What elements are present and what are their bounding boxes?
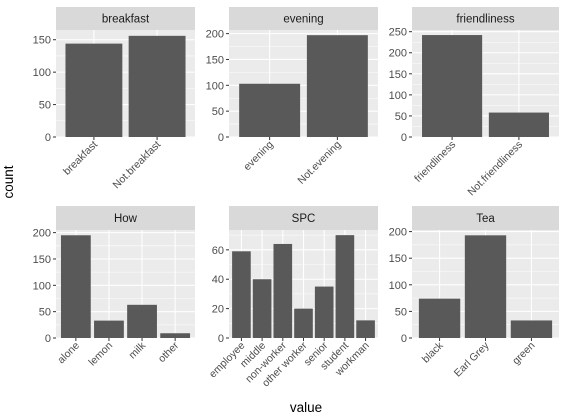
panel-spc-y-tick-label: 20 [212, 304, 224, 316]
panel-how-x-tick-label: lemon [86, 340, 115, 369]
panel-spc-y-tick-label: 40 [212, 274, 224, 286]
panel-breakfast-bar-not-breakfast [128, 35, 186, 137]
panel-breakfast-y-tick-label: 0 [45, 132, 51, 144]
panel-evening: evening 0 50 100 150 200 evening Not.evening [206, 7, 378, 187]
panel-friendliness-y-tick-label: 250 [389, 27, 407, 39]
panel-tea: Tea 0 50 100 150 200 black Earl Grey green [389, 206, 559, 379]
panel-spc-strip [229, 206, 378, 230]
panel-friendliness-x-tick-label: Not.friendliness [465, 139, 525, 199]
panel-friendliness-strip [412, 7, 559, 30]
panel-tea-x-tick-label: black [420, 339, 446, 365]
panel-tea-bar-green [510, 320, 553, 338]
panel-breakfast-y-tick-label: 150 [33, 35, 51, 47]
panel-spc-bar-middle [252, 279, 272, 338]
panel-friendliness-y-tick-label: 0 [401, 132, 407, 144]
panel-friendliness-bar-friendliness [422, 35, 483, 138]
panel-evening-y-tick-label: 200 [206, 29, 224, 41]
panel-spc-bar-non-worker [273, 243, 293, 338]
panel-how-y-tick-label: 200 [33, 228, 51, 240]
panel-how-x-tick-label: other [156, 339, 182, 365]
panel-how-bar-lemon [94, 320, 124, 338]
panel-spc-bar-workman [356, 320, 375, 338]
panel-spc-bar-other-worker [294, 308, 313, 338]
panel-how-bar-other [160, 333, 191, 338]
panel-spc-bar-student [335, 235, 355, 338]
panel-friendliness-y-tick-label: 150 [389, 69, 407, 81]
panel-tea-strip [412, 206, 559, 230]
panel-breakfast-bar-breakfast [65, 43, 123, 138]
panel-tea-strip-label: Tea [476, 213, 495, 225]
panel-breakfast-x-tick-label: breakfast [61, 139, 100, 178]
panel-tea-y-tick-label: 150 [389, 253, 407, 265]
panel-how-strip [56, 206, 195, 230]
x-axis-title: value [290, 400, 322, 415]
panel-evening-x-tick-label: evening [241, 139, 276, 174]
panel-how-strip-label: How [114, 213, 138, 225]
panel-evening-bar-evening [239, 83, 301, 137]
panel-tea-y-tick-label: 200 [389, 227, 407, 239]
panel-friendliness-y-tick-label: 50 [395, 111, 407, 123]
panel-evening-y-tick-label: 100 [206, 80, 224, 92]
panel-friendliness-strip-label: friendliness [456, 14, 514, 26]
panel-how-y-tick-label: 50 [39, 307, 51, 319]
panel-how-y-tick-label: 0 [45, 333, 51, 345]
panel-how-x-tick-label: alone [55, 340, 82, 367]
panel-breakfast-strip-label: breakfast [102, 14, 150, 26]
panel-evening-y-tick-label: 150 [206, 54, 224, 66]
panel-evening-x-tick-label: Not.evening [295, 139, 343, 187]
panel-breakfast: breakfast 0 50 100 150 breakfast Not.breakfast [33, 7, 195, 191]
panel-how-y-tick-label: 100 [33, 280, 51, 292]
panel-evening-strip-label: evening [283, 14, 323, 26]
panel-spc-bar-employee [232, 251, 251, 338]
panel-tea-y-tick-label: 100 [389, 280, 407, 292]
panel-breakfast-x-tick-label: Not.breakfast [111, 139, 164, 192]
panel-spc-strip-label: SPC [292, 213, 316, 225]
panel-spc-y-tick-label: 0 [218, 333, 224, 345]
panel-evening-bar-not-evening [306, 35, 368, 137]
panel-breakfast-y-tick-label: 100 [33, 67, 51, 79]
panel-tea-bar-black [418, 298, 461, 338]
panel-tea-y-tick-label: 50 [395, 306, 407, 318]
panel-how-bar-milk [127, 304, 157, 338]
panel-spc-y-tick-label: 60 [212, 245, 224, 257]
panel-spc: SPC0204060employeemiddlenon-workerother … [207, 206, 378, 389]
panel-evening-y-tick-label: 0 [218, 132, 224, 144]
panel-how-y-tick-label: 150 [33, 254, 51, 266]
panel-evening-y-tick-label: 50 [212, 106, 224, 118]
panel-friendliness-x-tick-label: friendliness [412, 139, 458, 185]
panel-friendliness-bar-not-friendliness [488, 112, 549, 137]
panel-breakfast-y-tick-label: 50 [39, 100, 51, 112]
panel-friendliness-y-tick-label: 200 [389, 48, 407, 60]
panel-tea-y-tick-label: 0 [401, 333, 407, 345]
panel-evening-strip [229, 7, 378, 30]
panel-how-bar-alone [60, 235, 91, 338]
facet-panels: breakfast 0 50 100 150 breakfast Not.breakfast… [33, 7, 559, 389]
panel-tea-bar-earl-grey [464, 235, 507, 338]
panel-tea-x-tick-label: Earl Grey [452, 339, 492, 379]
panel-how-x-tick-label: milk [126, 339, 148, 361]
panel-tea-x-tick-label: green [510, 340, 538, 368]
panel-spc-bar-senior [314, 286, 334, 338]
panel-friendliness-y-tick-label: 100 [389, 90, 407, 102]
panel-how: How 0 50 100 150 200 alone lemon milk other [33, 206, 195, 368]
panel-breakfast-strip [56, 7, 195, 30]
y-axis-title: count [1, 165, 16, 198]
